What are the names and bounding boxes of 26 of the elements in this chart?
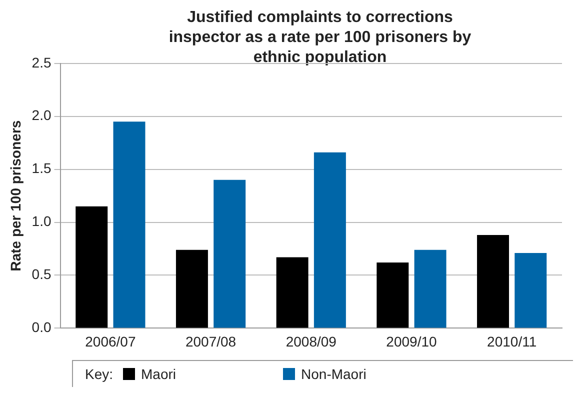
- legend-label: Maori: [141, 366, 176, 382]
- bar: [514, 252, 547, 328]
- bar: [214, 180, 246, 328]
- x-tick-label: 2010/11: [487, 333, 537, 350]
- bar: [414, 250, 446, 328]
- y-tick-label: 1.0: [32, 213, 52, 230]
- x-tick-label: 2009/10: [386, 333, 437, 350]
- y-tick-label: 0.0: [32, 319, 52, 336]
- x-tick-label: 2006/07: [85, 333, 136, 350]
- bar: [113, 122, 146, 328]
- bar: [376, 262, 409, 328]
- bar: [314, 152, 346, 328]
- x-tick-label: 2007/08: [185, 333, 236, 350]
- y-tick-label: 1.5: [32, 160, 52, 176]
- bar: [176, 250, 208, 328]
- legend-title: Key:: [85, 366, 114, 382]
- bar: [76, 206, 108, 328]
- bar: [477, 234, 510, 328]
- bar: [276, 257, 308, 328]
- y-axis-title: Rate per 100 prisoners: [7, 120, 24, 272]
- chart-title: Justified complaints to corrections inspector as a rate per 100 prisoners by ethnic population: [168, 8, 472, 68]
- x-tick-label: 2008/09: [286, 333, 337, 350]
- legend-label: Non-Maori: [301, 366, 366, 382]
- y-tick-label: 2.0: [32, 107, 52, 124]
- y-tick-label: 2.5: [32, 54, 52, 70]
- y-tick-label: 0.5: [32, 266, 52, 282]
